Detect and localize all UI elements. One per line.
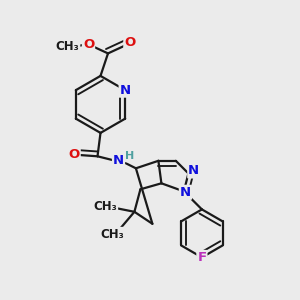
Text: CH₃: CH₃: [93, 200, 117, 213]
Text: N: N: [180, 186, 191, 199]
Text: O: O: [124, 36, 136, 50]
Text: N: N: [113, 154, 124, 167]
Text: O: O: [83, 38, 94, 51]
Text: H: H: [125, 151, 134, 161]
Text: F: F: [197, 251, 206, 264]
Text: N: N: [188, 164, 200, 178]
Text: CH₃: CH₃: [56, 40, 80, 53]
Text: CH₃: CH₃: [100, 228, 124, 241]
Text: O: O: [68, 148, 80, 161]
Text: N: N: [120, 84, 131, 97]
